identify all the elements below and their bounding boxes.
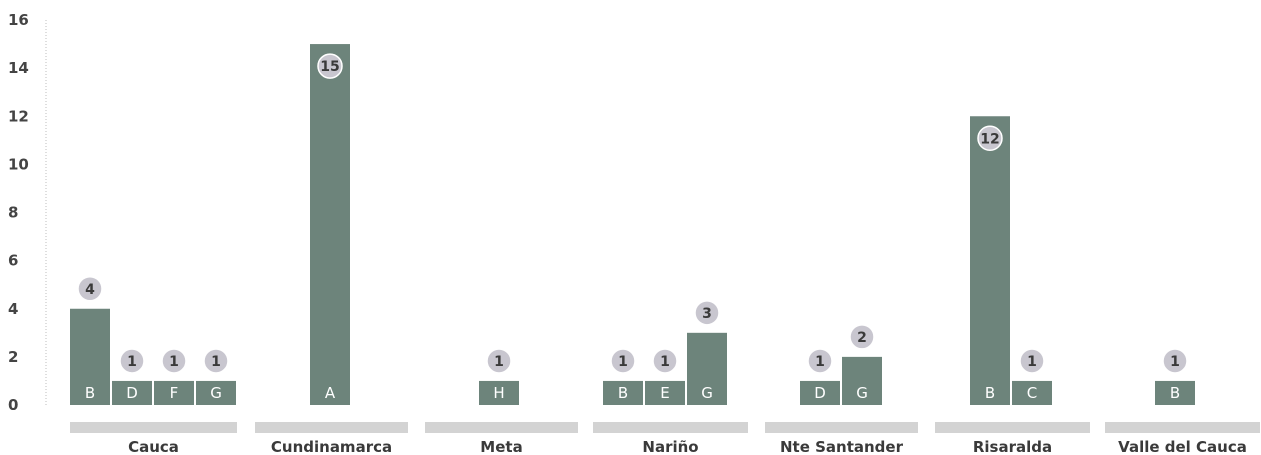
y-tick-label: 14: [8, 59, 29, 77]
bar-category-label: E: [660, 384, 669, 402]
y-tick-label: 6: [8, 252, 18, 270]
value-badge: [161, 348, 187, 374]
bar-category-label: G: [856, 384, 868, 402]
data-label: 15: [320, 59, 339, 75]
group-label: Risaralda: [973, 438, 1052, 455]
group-band: [255, 422, 408, 433]
bar: [687, 332, 727, 405]
value-badge: [203, 348, 229, 374]
data-label: 1: [815, 354, 825, 370]
group-label: Meta: [480, 438, 522, 455]
value-badge: [807, 348, 833, 374]
bar: [70, 308, 110, 405]
data-label: 1: [211, 354, 221, 370]
data-label: 1: [1170, 354, 1180, 370]
bar-category-label: D: [814, 384, 826, 402]
bar: [112, 380, 152, 405]
bar-category-label: A: [325, 384, 336, 402]
group-label: Cauca: [128, 438, 179, 455]
y-tick-label: 4: [8, 300, 18, 318]
bar-category-label: B: [985, 384, 995, 402]
data-label: 1: [127, 354, 137, 370]
data-label: 1: [494, 354, 504, 370]
value-badge: [694, 300, 720, 326]
group-band: [935, 422, 1090, 433]
bar-category-label: G: [701, 384, 713, 402]
value-badge: [119, 348, 145, 374]
bar-category-label: H: [493, 384, 504, 402]
bar-category-label: G: [210, 384, 222, 402]
data-label: 2: [857, 330, 867, 346]
bar: [154, 380, 194, 405]
y-tick-label: 2: [8, 348, 18, 366]
bar: [1155, 380, 1195, 405]
data-label: 3: [702, 306, 712, 322]
value-badge: [1162, 348, 1188, 374]
y-tick-label: 16: [8, 11, 29, 29]
bar: [1012, 380, 1052, 405]
group-label: Valle del Cauca: [1118, 438, 1247, 455]
value-badge: [610, 348, 636, 374]
group-label: Cundinamarca: [271, 438, 392, 455]
y-tick-label: 8: [8, 204, 18, 222]
bar: [603, 380, 643, 405]
bar-category-label: B: [85, 384, 95, 402]
y-tick-label: 10: [8, 155, 29, 173]
value-badge: [317, 53, 343, 79]
bar-category-label: B: [1170, 384, 1180, 402]
value-badge: [486, 348, 512, 374]
y-tick-label: 12: [8, 107, 29, 125]
bar: [842, 356, 882, 405]
data-label: 1: [660, 354, 670, 370]
value-badge: [849, 324, 875, 350]
group-band: [765, 422, 918, 433]
data-label: 1: [1027, 354, 1037, 370]
y-tick-label: 0: [8, 396, 18, 414]
bar-category-label: C: [1027, 384, 1037, 402]
bar-category-label: B: [618, 384, 628, 402]
value-badge: [652, 348, 678, 374]
group-label: Nte Santander: [780, 438, 904, 455]
group-band: [1105, 422, 1260, 433]
data-label: 1: [618, 354, 628, 370]
value-badge: [977, 125, 1003, 151]
data-label: 1: [169, 354, 179, 370]
data-label: 4: [85, 282, 95, 298]
bar: [479, 380, 519, 405]
data-label: 12: [980, 131, 999, 147]
value-badge: [1019, 348, 1045, 374]
bar: [310, 44, 350, 405]
group-band: [70, 422, 237, 433]
group-band: [593, 422, 748, 433]
bar-category-label: F: [170, 384, 179, 402]
bar: [970, 116, 1010, 405]
bar-category-label: D: [126, 384, 138, 402]
bar: [800, 380, 840, 405]
group-label: Nariño: [642, 438, 698, 455]
value-badge: [77, 276, 103, 302]
bar: [645, 380, 685, 405]
bar: [196, 380, 236, 405]
group-band: [425, 422, 578, 433]
